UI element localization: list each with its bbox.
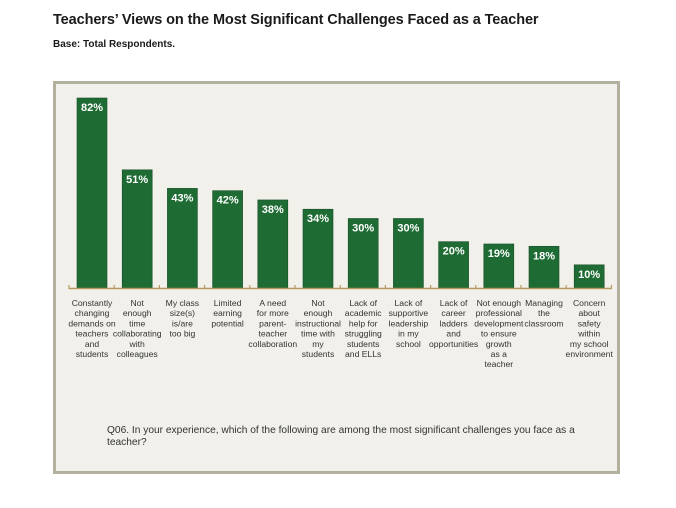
bar-value-label: 20% [443, 246, 465, 258]
bar-value-label: 30% [397, 222, 419, 234]
category-label: Managing the classroom [524, 298, 563, 328]
category-label: Concern about safety within my school environ… [566, 298, 614, 359]
category-label: Lack of academic help for struggling student… [345, 298, 383, 359]
bar [483, 243, 515, 289]
chart-subtitle: Base: Total Respondents. [53, 39, 176, 50]
bar-value-label: 18% [533, 250, 555, 262]
bar [121, 169, 153, 289]
category-label: My class size(s) is/are too big [166, 298, 199, 339]
survey-question: Q06. In your experience, which of the fo… [107, 425, 575, 448]
bar [257, 199, 289, 289]
category-label: Lack of supportive leadership in my school [389, 298, 429, 349]
category-label: Lack of career ladders and opportunities [429, 298, 478, 349]
bar [302, 208, 334, 289]
bar-value-label: 42% [217, 195, 239, 207]
category-label: A need for more parent-teacher collaboratio… [248, 298, 297, 349]
bar-value-label: 43% [171, 192, 193, 204]
bar-value-label: 30% [352, 222, 374, 234]
bar-value-label: 34% [307, 213, 329, 225]
chart-title: Teachers’ Views on the Most Significant … [53, 12, 539, 28]
bar-value-label: 38% [262, 204, 284, 216]
category-label: Not enough instructional time with my student… [295, 298, 341, 359]
category-label: Not enough time collaborating with colleagues [113, 298, 162, 359]
bar [212, 190, 243, 289]
bar-value-label: 82% [81, 102, 103, 114]
bar-value-label: 51% [126, 174, 148, 186]
bar [167, 188, 198, 289]
bar [347, 218, 379, 289]
bar [393, 218, 424, 289]
category-label: Constantly changing demands on teachers and s… [68, 298, 116, 359]
category-label: Limited earning potential [211, 298, 244, 328]
bar-value-label: 10% [578, 269, 600, 281]
bar [528, 245, 560, 289]
bar [438, 241, 469, 289]
bar-value-label: 19% [488, 248, 510, 260]
bar [76, 97, 108, 289]
category-label: Not enough professional development to ensu… [474, 298, 524, 369]
